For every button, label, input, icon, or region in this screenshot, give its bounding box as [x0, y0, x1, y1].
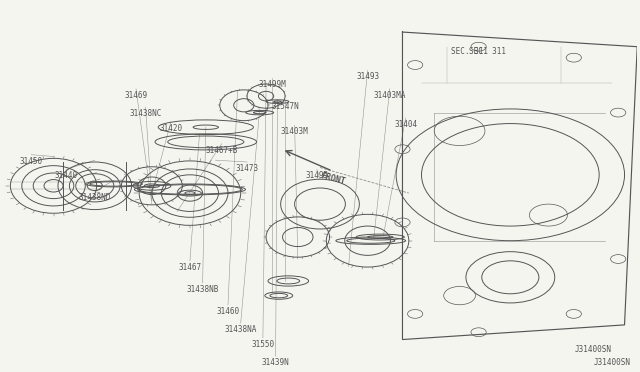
Text: SEC. 311: SEC. 311	[469, 47, 506, 56]
Text: 31467+B: 31467+B	[205, 145, 238, 154]
Text: 31420: 31420	[159, 124, 182, 132]
Text: 31550: 31550	[252, 340, 275, 349]
Text: 31404: 31404	[394, 120, 417, 129]
Text: 31499M: 31499M	[259, 80, 286, 89]
Text: 31473: 31473	[236, 164, 259, 173]
Text: 31439N: 31439N	[262, 358, 289, 367]
Text: 31495: 31495	[305, 171, 328, 180]
Text: 31440: 31440	[54, 171, 78, 180]
Text: 31438NC: 31438NC	[129, 109, 162, 118]
Text: 31438ND: 31438ND	[79, 193, 111, 202]
Text: 31547N: 31547N	[271, 102, 299, 110]
Text: FRONT: FRONT	[319, 171, 346, 186]
Text: 31469: 31469	[124, 91, 148, 100]
Text: J31400SN: J31400SN	[575, 345, 612, 354]
Text: 31403M: 31403M	[281, 127, 308, 136]
Text: 31467: 31467	[179, 263, 202, 272]
Text: 31450: 31450	[20, 157, 43, 166]
Text: J31400SN: J31400SN	[593, 358, 630, 367]
Text: 31438NA: 31438NA	[225, 325, 257, 334]
Text: 31493: 31493	[356, 72, 379, 81]
Text: 31403MA: 31403MA	[374, 91, 406, 100]
Text: SEC. 311: SEC. 311	[451, 47, 488, 56]
Text: 31438NB: 31438NB	[186, 285, 219, 294]
Text: 31460: 31460	[216, 307, 239, 315]
